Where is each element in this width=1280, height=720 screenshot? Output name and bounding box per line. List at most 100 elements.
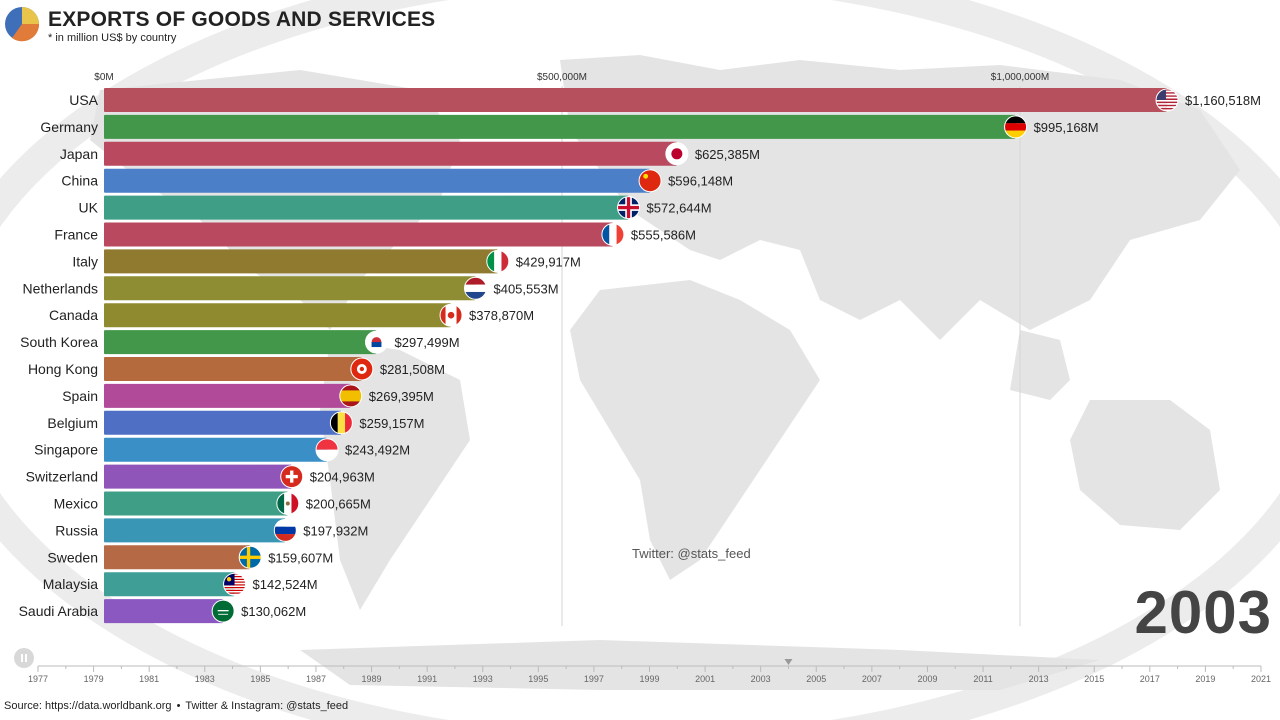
source-text: Source: https://data.worldbank.org (4, 700, 172, 712)
germany-flag-icon (1004, 115, 1028, 139)
timeline-year-label: 1997 (584, 674, 604, 684)
timeline-year-label: 2011 (973, 674, 992, 684)
spain-flag-icon (339, 384, 363, 408)
russia-flag-icon (273, 518, 297, 542)
bar (104, 195, 629, 220)
value-label: $596,148M (668, 174, 733, 189)
category-label: South Korea (20, 334, 98, 350)
x-tick-label: $500,000M (537, 72, 587, 83)
timeline-year-label: 2003 (751, 674, 771, 684)
value-label: $130,062M (241, 604, 306, 619)
bar (104, 572, 235, 597)
footer: Source: https://data.worldbank.org • Twi… (4, 700, 348, 712)
uk-flag-icon (617, 196, 641, 220)
value-label: $405,553M (493, 281, 558, 296)
bar-row: Netherlands $405,553M (23, 276, 559, 301)
timeline-year-label: 2015 (1084, 674, 1104, 684)
value-label: $204,963M (310, 470, 375, 485)
bar-row: Canada $378,870M (49, 303, 534, 328)
netherlands-flag-icon (463, 276, 487, 300)
category-label: Mexico (54, 496, 99, 512)
bar (104, 545, 251, 570)
bar (104, 518, 286, 543)
bar-row: Hong Kong $281,508M (28, 357, 445, 381)
timeline-year-label: 1999 (639, 674, 659, 684)
pause-icon (21, 654, 27, 662)
timeline-year-label: 1983 (195, 674, 215, 684)
footer-separator: • (176, 700, 181, 712)
category-label: Singapore (34, 442, 98, 458)
category-label: Belgium (47, 415, 98, 431)
singapore-flag-icon (315, 438, 339, 462)
south-korea-flag-icon (365, 330, 389, 354)
bar-row: Malaysia $142,524M (43, 572, 318, 597)
value-label: $159,607M (268, 550, 333, 565)
timeline-year-label: 2017 (1140, 674, 1160, 684)
value-label: $142,524M (253, 577, 318, 592)
timeline-year-label: 1987 (306, 674, 326, 684)
bar (104, 222, 613, 247)
category-label: Italy (72, 253, 98, 269)
bar (104, 357, 362, 381)
value-label: $200,665M (306, 497, 371, 512)
malaysia-flag-icon (223, 572, 247, 596)
timeline-year-label: 1991 (417, 674, 437, 684)
timeline-handle[interactable] (784, 659, 793, 665)
category-label: USA (69, 92, 98, 108)
value-label: $625,385M (695, 147, 760, 162)
pause-button[interactable] (14, 648, 34, 668)
category-label: China (61, 173, 98, 189)
usa-flag-icon (1155, 88, 1179, 112)
bar (104, 330, 377, 355)
value-label: $297,499M (395, 335, 460, 350)
bar (104, 168, 651, 193)
value-label: $269,395M (369, 389, 434, 404)
timeline-year-label: 2001 (695, 674, 715, 684)
x-tick-label: $1,000,000M (991, 72, 1049, 83)
timeline-year-label: 1981 (139, 674, 159, 684)
bar-row: Italy $429,917M (72, 249, 581, 274)
value-label: $555,586M (631, 228, 696, 243)
bar (104, 141, 677, 166)
timeline-year-label: 2007 (862, 674, 882, 684)
bar (104, 88, 1168, 112)
timeline-year-label: 2009 (917, 674, 937, 684)
bar (104, 410, 342, 435)
bar (104, 491, 288, 516)
bar-row: Sweden $159,607M (47, 545, 333, 570)
france-flag-icon (601, 223, 625, 246)
bar (104, 249, 498, 274)
saudi-arabia-flag-icon (211, 599, 235, 623)
bar (104, 383, 351, 408)
category-label: UK (79, 200, 99, 216)
bar-row: Saudi Arabia $130,062M (19, 599, 306, 624)
bar-row: France $555,586M (54, 222, 696, 247)
hong-kong-flag-icon (350, 357, 374, 381)
bar-row: Russia $197,932M (55, 518, 368, 543)
bar-row: Spain $269,395M (62, 383, 434, 408)
category-label: Switzerland (26, 469, 98, 485)
value-label: $243,492M (345, 443, 410, 458)
bar-row: Japan $625,385M (60, 141, 760, 166)
bar-row: UK $572,644M (79, 195, 712, 220)
china-flag-icon (638, 169, 662, 193)
bar-row: South Korea $297,499M (20, 330, 460, 355)
timeline-slider[interactable]: 1977 1979 1981 1983 1985 1987 1989 1991 1993 1995… (0, 650, 1280, 690)
bar (104, 276, 476, 301)
category-label: Saudi Arabia (19, 603, 99, 619)
category-label: Hong Kong (28, 361, 98, 377)
canada-flag-icon (439, 303, 463, 327)
italy-flag-icon (486, 249, 510, 273)
bar (104, 114, 1016, 139)
bar-row: Switzerland $204,963M (26, 464, 375, 489)
bar (104, 437, 328, 462)
chart-title: EXPORTS OF GOODS AND SERVICES (48, 8, 436, 31)
category-label: Netherlands (23, 280, 99, 296)
chart-subtitle: * in million US$ by country (48, 32, 177, 44)
value-label: $429,917M (516, 254, 581, 269)
bar-row: Singapore $243,492M (34, 437, 410, 462)
bar-row: Mexico $200,665M (54, 491, 371, 516)
timeline-year-label: 1977 (28, 674, 48, 684)
pie-logo-icon (5, 7, 40, 42)
mexico-flag-icon (276, 492, 300, 515)
